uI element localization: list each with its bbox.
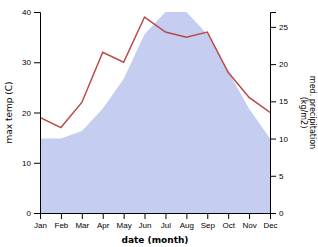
tick-label: Sep (201, 221, 216, 230)
plot: JanFebMarAprMayJunJulAugSepOctNovDec0102… (4, 8, 317, 245)
tick-mark (207, 213, 208, 219)
tick: Oct (222, 213, 235, 230)
y2-axis: 0 5 10 15 20 25 (270, 13, 288, 219)
tick: Mar (75, 213, 89, 230)
tick: 0 (27, 209, 40, 218)
tick: Jul (161, 213, 171, 230)
tick-mark (145, 213, 146, 219)
y2-axis-title: med. precipitation(kg/m2) (299, 76, 317, 149)
tick: 15 (270, 97, 288, 106)
tick-mark (82, 213, 83, 219)
axis-line (271, 13, 277, 214)
tick-mark (270, 64, 276, 65)
marks (40, 12, 270, 213)
tick-label: Mar (75, 221, 89, 230)
tick-mark (124, 213, 125, 219)
tick-mark (34, 213, 40, 214)
tick-label: Nov (242, 221, 256, 230)
tick: 40 (22, 8, 40, 17)
tick-mark (34, 12, 40, 13)
tick-mark (270, 139, 276, 140)
tick: Feb (55, 213, 69, 230)
tick: 25 (270, 23, 288, 32)
tick-label: Feb (55, 221, 69, 230)
tick-mark (270, 101, 276, 102)
tick: 20 (22, 109, 40, 118)
tick-label: 0 (27, 209, 32, 218)
tick: 0 (270, 209, 284, 218)
x-axis-title: date (month) (122, 235, 189, 245)
tick-label: May (117, 221, 132, 230)
tick-label: 20 (279, 60, 288, 69)
tick-label: Dec (263, 221, 277, 230)
tick: Sep (201, 213, 216, 230)
tick-label: 40 (22, 8, 31, 17)
tick-label: Oct (222, 221, 235, 230)
tick-label: Aug (180, 221, 194, 230)
tick-label: 5 (279, 172, 284, 181)
tick-label: 30 (22, 58, 31, 67)
tick-mark (249, 213, 250, 219)
tick: 20 (270, 60, 288, 69)
tick: Aug (180, 213, 194, 230)
tick: 10 (22, 159, 40, 168)
tick: Nov (242, 213, 256, 230)
tick: 10 (270, 135, 288, 144)
tick-label: Jul (161, 221, 171, 230)
tick-label: 20 (22, 109, 31, 118)
tick-mark (270, 27, 276, 28)
tick-label: Jan (34, 221, 47, 230)
y-axis-title: max temp (C) (4, 81, 14, 143)
tick-mark (270, 176, 276, 177)
y-axis: 0 10 20 30 40 (22, 8, 40, 218)
tick-mark (186, 213, 187, 219)
tick: Jun (139, 213, 152, 230)
tick: Jan (34, 213, 47, 230)
tick-label: 15 (279, 97, 288, 106)
tick: 5 (270, 172, 284, 181)
tick-mark (228, 213, 229, 219)
tick: 30 (22, 58, 40, 67)
tick-label: 10 (279, 135, 288, 144)
tick-mark (34, 113, 40, 114)
tick-mark (103, 213, 104, 219)
tick-mark (61, 213, 62, 219)
tick: Dec (263, 213, 277, 230)
tick-mark (270, 213, 276, 214)
tick-mark (165, 213, 166, 219)
tick: Apr (97, 213, 110, 230)
tick-label: Jun (139, 221, 152, 230)
tick-label: 0 (279, 209, 284, 218)
tick: May (117, 213, 132, 230)
line (40, 17, 270, 128)
tick-label: 10 (22, 159, 31, 168)
axis-line (34, 13, 41, 214)
tick-mark (34, 163, 40, 164)
area (40, 12, 270, 213)
x-axis: Jan Feb Mar Apr May Jun Jul Aug Sep Oct Nov Dec (34, 213, 278, 230)
chart: JanFebMarAprMayJunJulAugSepOctNovDec0102… (0, 0, 318, 247)
tick-mark (34, 62, 40, 63)
axis-line (41, 214, 271, 220)
tick-label: 25 (279, 23, 288, 32)
tick-label: Apr (97, 221, 110, 230)
